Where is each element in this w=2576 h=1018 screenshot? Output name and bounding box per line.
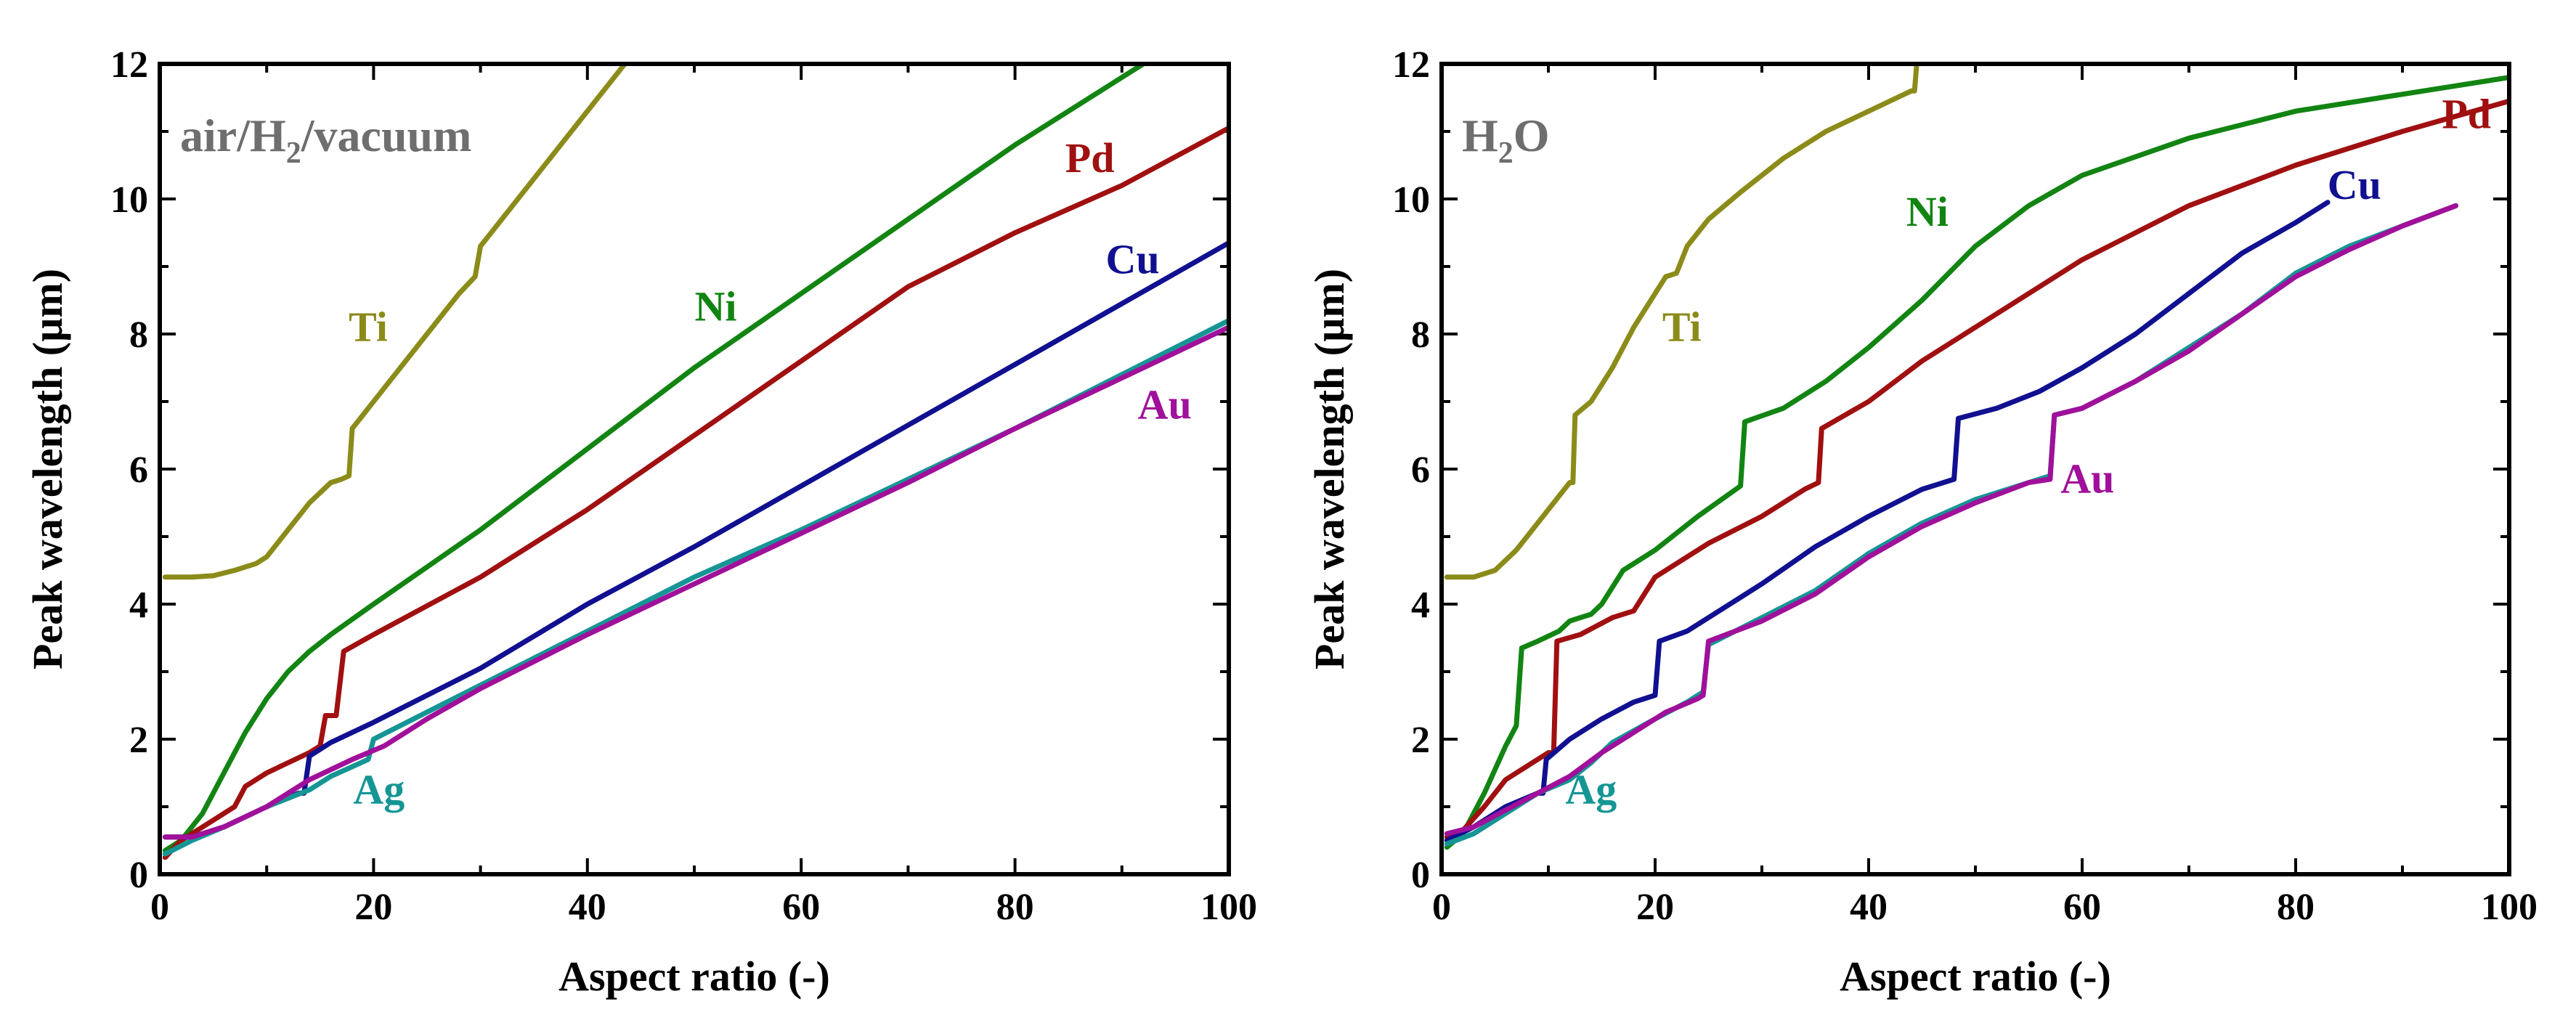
- x-tick-label: 60: [2063, 887, 2101, 928]
- series-line-pd: [162, 125, 1229, 860]
- chart-panel-2: Ti Ni Pd Cu Ag Au 0 20 40 60 80 100 0 2 4 6 8 10 12 Aspect …: [1306, 44, 2538, 1000]
- series-line-pd: [1444, 98, 2509, 840]
- x-tick-label: 0: [1432, 887, 1451, 928]
- plot-frame: [158, 62, 1231, 876]
- series-line-cu: [1444, 200, 2331, 843]
- y-tick-label: 8: [129, 314, 148, 356]
- x-axis-title: Aspect ratio (-): [1840, 953, 2111, 1000]
- x-tick-label: 40: [1850, 887, 1888, 928]
- y-tick-label: 6: [129, 449, 148, 491]
- series-label-ti: Ti: [1662, 303, 1702, 350]
- x-tick-label: 0: [150, 887, 169, 928]
- x-tick-label: 100: [1200, 887, 1257, 928]
- series-lines: [162, 64, 1229, 860]
- series-label-ni: Ni: [1906, 188, 1949, 235]
- series-line-au: [162, 325, 1229, 840]
- y-axis-title: Peak wavelength (µm): [24, 269, 71, 669]
- series-line-ag: [1444, 203, 2458, 847]
- x-tick-label: 100: [2481, 887, 2538, 928]
- chart-panel-1: Ti Ni Pd Cu Ag Au 0 20 40 60 80 100 0 2 4 6 8 10 12 Aspect …: [24, 44, 1257, 1000]
- y-tick-label: 0: [1411, 855, 1430, 896]
- series-label-ag: Ag: [1565, 765, 1617, 813]
- y-tick-label: 12: [1392, 44, 1430, 86]
- axis-ticks: [158, 62, 1230, 876]
- series-label-pd: Pd: [1065, 134, 1115, 182]
- x-tick-label: 60: [782, 887, 820, 928]
- y-tick-label: 2: [129, 720, 148, 761]
- series-lines: [1444, 64, 2509, 850]
- series-line-au: [1444, 203, 2458, 836]
- y-tick-label: 10: [1392, 179, 1430, 221]
- panel-title: air/H2/vacuum: [180, 110, 471, 170]
- y-tick-label: 4: [1411, 585, 1430, 626]
- x-tick-label: 20: [1636, 887, 1674, 928]
- series-line-ni: [162, 64, 1146, 853]
- x-tick-label: 20: [354, 887, 392, 928]
- series-label-au: Au: [2060, 455, 2114, 502]
- x-tick-label: 80: [996, 887, 1034, 928]
- x-tick-label: 80: [2277, 887, 2315, 928]
- series-label-ag: Ag: [353, 765, 405, 813]
- y-tick-label: 8: [1411, 314, 1430, 356]
- series-label-ni: Ni: [694, 282, 736, 330]
- x-axis-title: Aspect ratio (-): [558, 953, 830, 1000]
- y-tick-label: 4: [129, 585, 148, 626]
- series-label-cu: Cu: [2328, 161, 2381, 208]
- series-label-au: Au: [1138, 380, 1192, 428]
- series-label-ti: Ti: [349, 303, 388, 350]
- y-tick-label: 0: [129, 855, 148, 896]
- y-axis-title: Peak wavelength (µm): [1306, 269, 1353, 669]
- series-line-cu: [162, 240, 1229, 840]
- series-label-pd: Pd: [2442, 90, 2491, 137]
- plot-frame: [1439, 62, 2511, 876]
- y-tick-label: 10: [110, 179, 148, 221]
- x-tick-label: 40: [569, 887, 606, 928]
- panel-title: H2O: [1462, 110, 1550, 170]
- y-tick-label: 12: [110, 44, 148, 86]
- series-line-ti: [162, 64, 628, 580]
- series-line-ni: [1444, 75, 2509, 850]
- y-tick-label: 2: [1411, 720, 1430, 761]
- y-tick-label: 6: [1411, 449, 1430, 491]
- series-label-cu: Cu: [1105, 235, 1159, 282]
- series-line-ti: [1444, 64, 1919, 580]
